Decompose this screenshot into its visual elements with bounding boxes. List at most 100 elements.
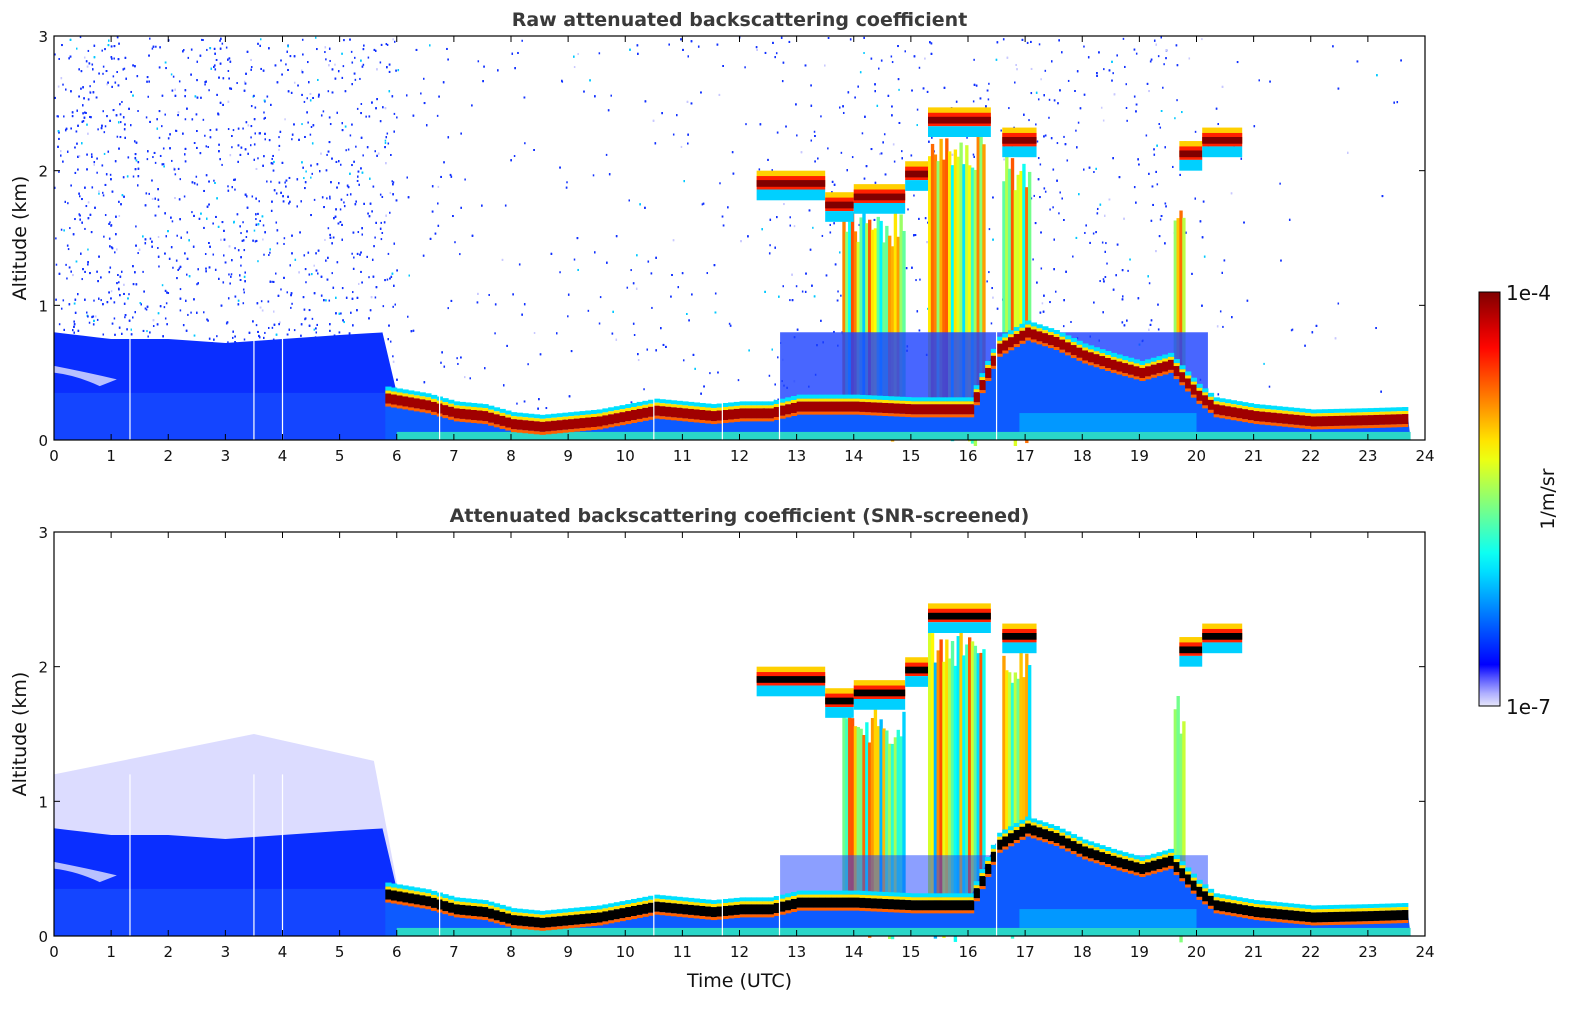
speckle [293, 123, 295, 126]
speckle [1137, 297, 1140, 300]
speckle [273, 323, 276, 326]
layer-top-halo [882, 395, 889, 400]
speckle [212, 253, 215, 256]
speckle [789, 299, 791, 302]
speckle [80, 70, 83, 73]
speckle [219, 62, 222, 65]
speckle [311, 273, 313, 276]
speckle [354, 56, 356, 59]
speckle [212, 222, 214, 225]
speckle [121, 100, 123, 103]
speckle [317, 78, 319, 81]
speckle [688, 319, 690, 322]
layer-top-edge [545, 418, 552, 422]
layer-top-halo [865, 395, 872, 400]
speckle [102, 65, 105, 68]
speckle [837, 290, 839, 293]
speckle [1102, 119, 1105, 122]
layer-top-lower-edge [710, 421, 718, 425]
layer-top-edge [785, 401, 792, 405]
speckle [1217, 393, 1220, 396]
speckle [209, 136, 212, 139]
layer-top-edge [1070, 342, 1078, 346]
speckle [228, 57, 231, 60]
speckle [1101, 241, 1104, 244]
layer-top-band [1173, 366, 1180, 377]
speckle [137, 161, 140, 164]
speckle [995, 58, 998, 61]
speckle [927, 307, 929, 310]
speckle [206, 205, 209, 208]
speckle [228, 245, 231, 248]
layer-top-lower-edge [830, 411, 838, 415]
layer-top-lower-edge [899, 413, 906, 417]
layer-top-edge [533, 418, 541, 422]
speckle [314, 36, 317, 39]
speckle [313, 198, 316, 201]
speckle [415, 48, 418, 51]
speckle [191, 118, 194, 121]
layer-top-lower-edge [910, 414, 918, 418]
speckle [386, 278, 389, 281]
layer-top-lower-edge [905, 414, 912, 418]
speckle [312, 124, 315, 127]
speckle [278, 136, 280, 139]
speckle [577, 268, 579, 271]
speckle [1185, 231, 1187, 234]
speckle [104, 125, 107, 128]
speckle [367, 56, 370, 59]
precip-column [942, 159, 946, 436]
layer-top-band [1225, 406, 1232, 417]
speckle [1014, 81, 1016, 84]
layer-top-band [419, 399, 426, 410]
speckle [242, 288, 245, 291]
speckle [388, 90, 391, 93]
layer-top-lower-edge [1230, 417, 1237, 421]
speckle [392, 183, 394, 186]
layer-top-lower-edge [1007, 347, 1015, 351]
layer-top-edge [1322, 413, 1329, 417]
speckle [82, 112, 84, 115]
layer-top-halo [1265, 405, 1272, 410]
speckle [263, 117, 265, 120]
speckle [504, 204, 507, 207]
speckle [1076, 70, 1079, 73]
layer-top-halo [916, 397, 923, 402]
layer-top-band [1339, 415, 1346, 426]
speckle [132, 175, 135, 178]
speckle [521, 313, 523, 316]
layer-top-lower-edge [1207, 409, 1215, 413]
speckle [88, 62, 91, 65]
speckle [1084, 231, 1086, 234]
speckle [1174, 117, 1176, 120]
speckle [813, 130, 816, 133]
speckle [795, 103, 797, 106]
speckle [366, 146, 369, 149]
speckle [386, 43, 389, 46]
speckle [184, 89, 187, 92]
layer-top-band [585, 417, 592, 428]
layer-top-edge [1316, 413, 1323, 417]
speckle [301, 93, 303, 96]
speckle [577, 53, 579, 56]
speckle [250, 58, 252, 61]
speckle [356, 179, 359, 182]
speckle [559, 166, 561, 169]
speckle [1076, 146, 1078, 149]
speckle [76, 142, 78, 145]
speckle [1263, 362, 1265, 365]
layer-top-band [905, 404, 912, 415]
speckle [170, 73, 173, 76]
speckle [1115, 274, 1117, 277]
layer-top-halo [968, 397, 975, 402]
speckle [573, 55, 575, 58]
speckle [178, 267, 181, 270]
surface-layer-upper [1019, 413, 1197, 432]
speckle [392, 360, 395, 363]
speckle [164, 61, 167, 64]
speckle [1079, 107, 1082, 110]
speckle [1088, 166, 1091, 169]
speckle [200, 212, 202, 215]
layer-top-edge [1265, 409, 1272, 413]
speckle [106, 83, 108, 86]
